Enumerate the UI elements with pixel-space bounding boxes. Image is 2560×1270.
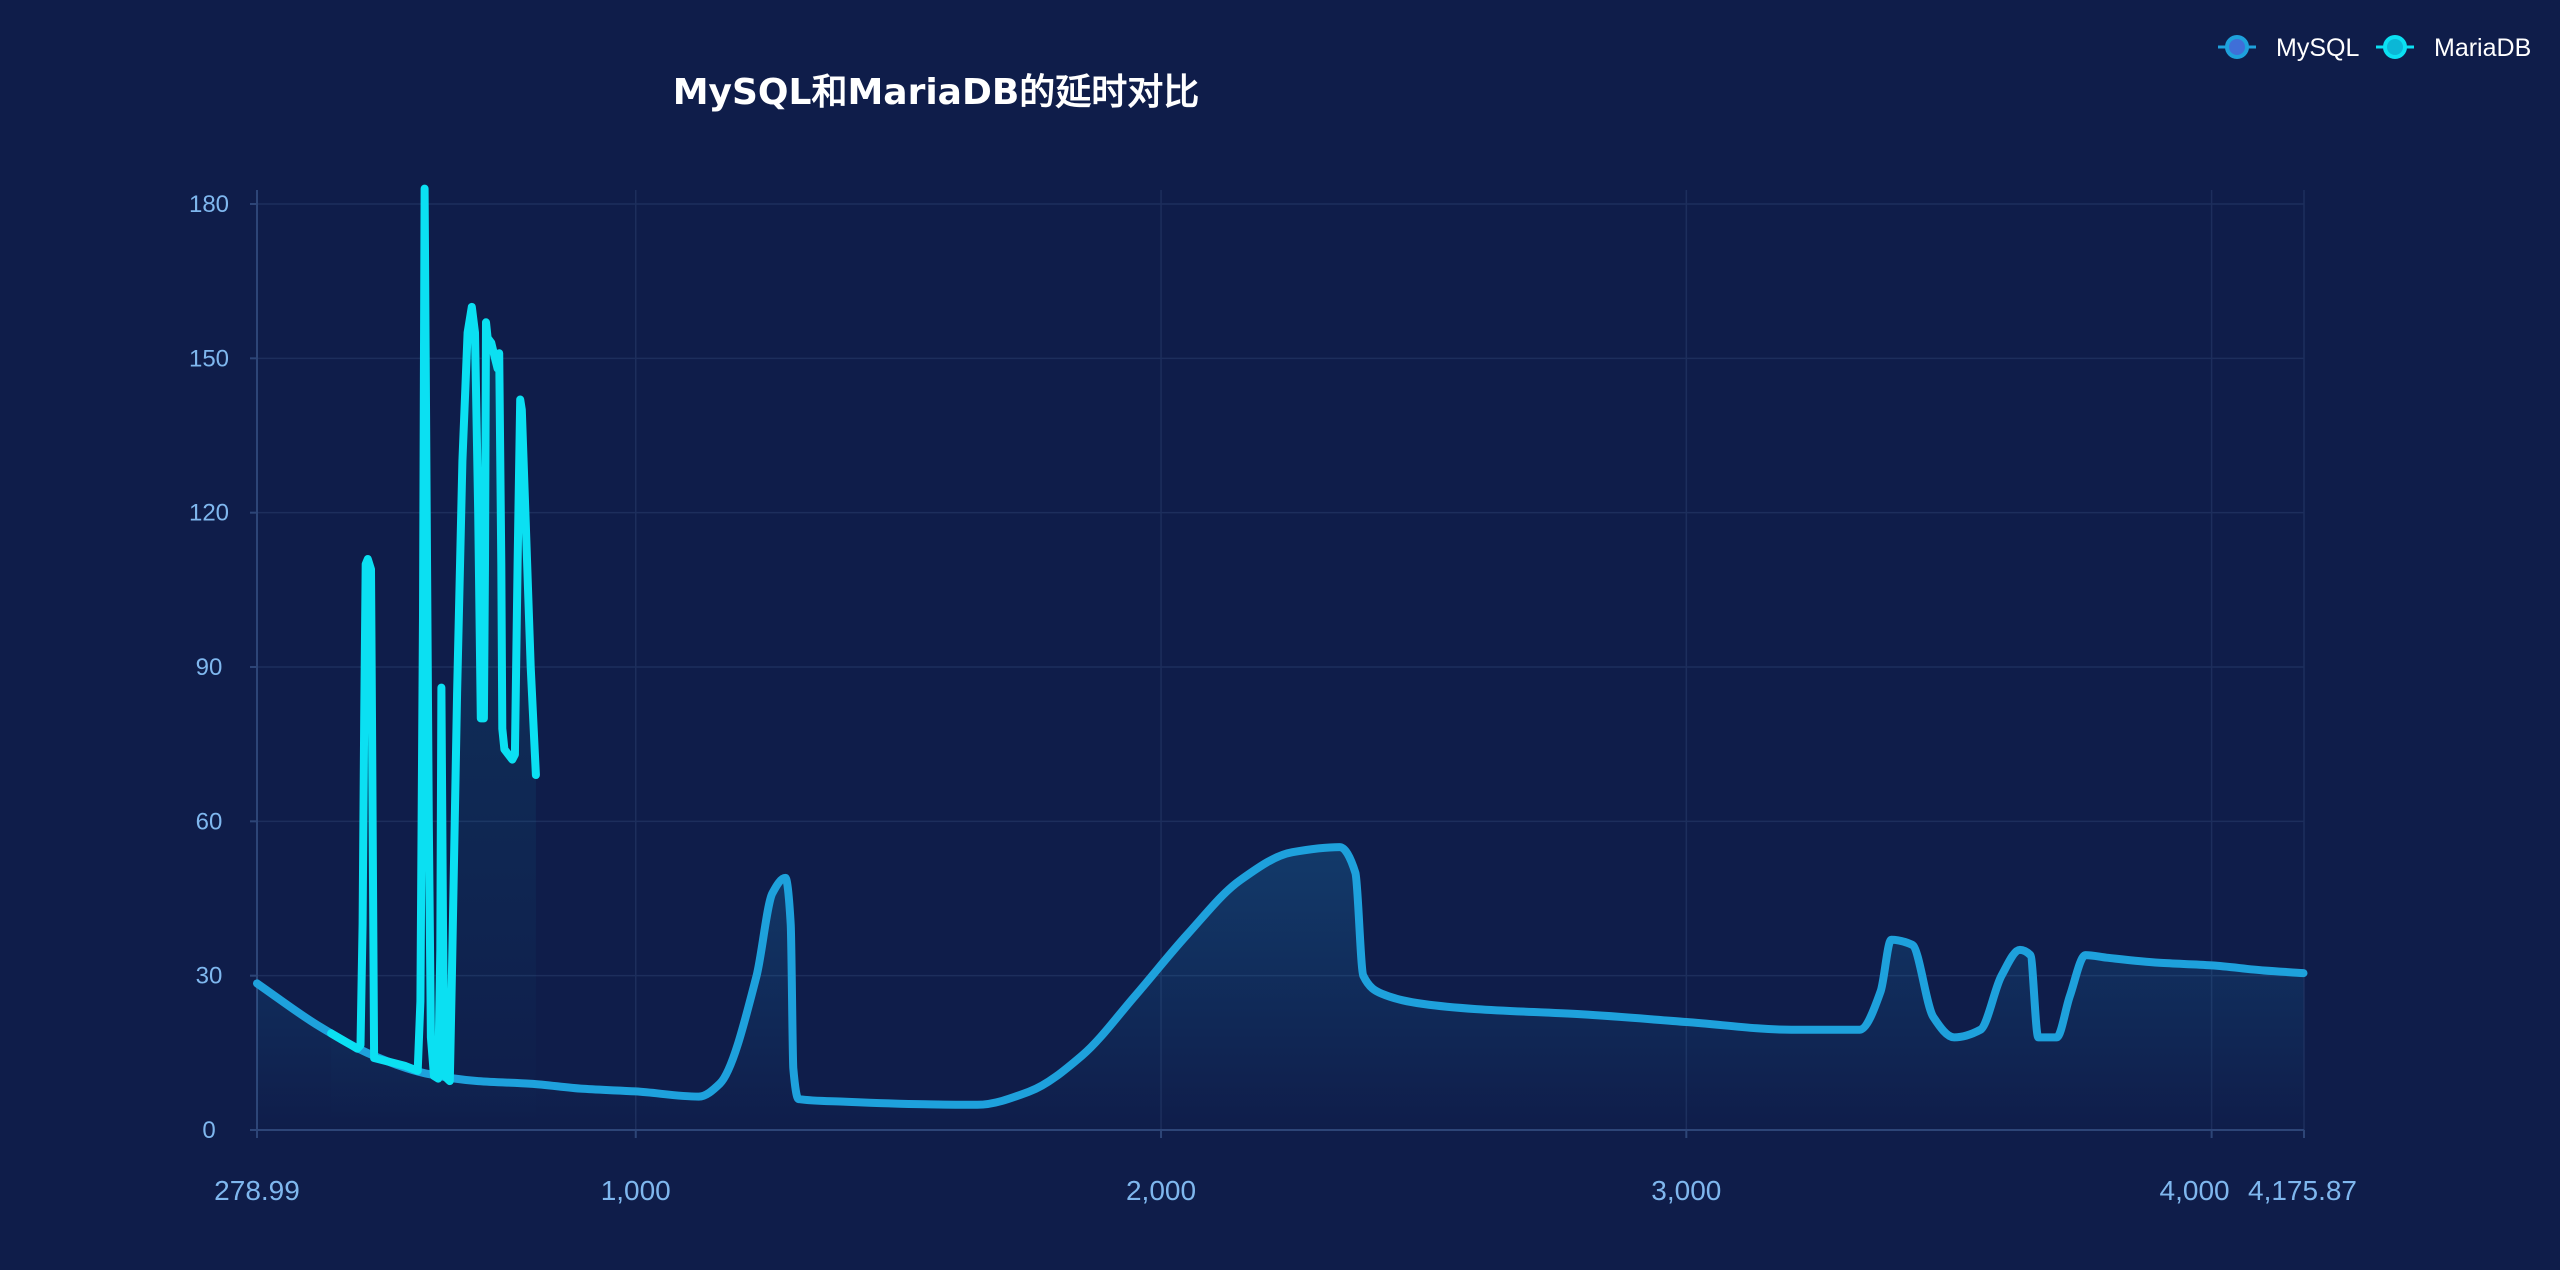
legend-item-mariadb[interactable]: MariaDB [2376,34,2531,62]
x-tick-label: 2,000 [1126,1175,1196,1206]
grid-lines [256,190,2305,1130]
y-tick-label: 60 [196,808,223,835]
legend-marker-icon [2225,35,2249,59]
x-tick-label: 3,000 [1651,1175,1721,1206]
legend-marker-icon [2383,35,2407,59]
x-tick-label: 278.99 [214,1175,300,1206]
legend-label: MySQL [2276,34,2359,62]
x-tick-label: 1,000 [601,1175,671,1206]
y-tick-label: 120 [189,500,229,527]
legend-label: MariaDB [2434,34,2531,62]
series-lines [253,184,2308,1109]
y-tick-label: 150 [189,345,229,372]
legend-item-mysql[interactable]: MySQL [2218,34,2359,62]
y-tick-label: 0 [202,1117,215,1144]
x-tick-label: 4,000 [2160,1175,2230,1206]
y-tick-label: 30 [196,963,223,990]
series-line-mariadb[interactable] [327,184,540,1086]
y-tick-label: 180 [189,191,229,218]
y-tick-label: 90 [196,654,223,681]
series-area-mariadb [331,188,536,1131]
chart-title: MySQL和MariaDB的延时对比 [673,72,1200,113]
x-tick-label: 4,175.87 [2248,1175,2357,1206]
legend: MySQL MariaDB [2218,34,2531,62]
series-line-mysql[interactable] [253,843,2308,1109]
